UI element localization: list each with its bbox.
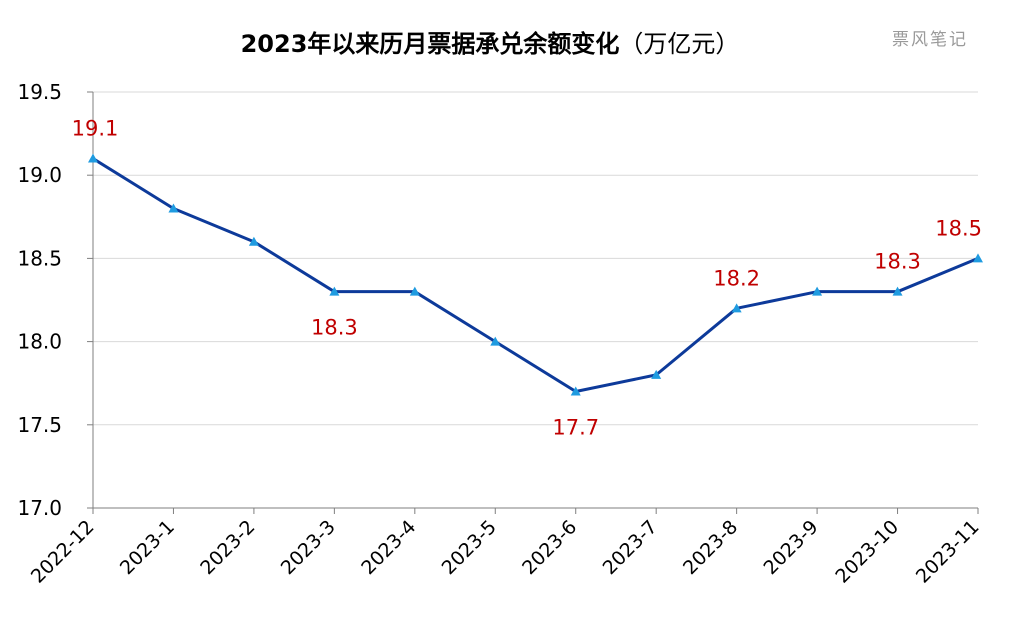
y-tick-label: 19.0 [17, 163, 62, 187]
series-line [92, 157, 979, 394]
chart-title-unit: （万亿元） [619, 30, 739, 58]
data-point [248, 236, 259, 246]
data-labels: 19.1 18.3 17.7 18.2 18.3 18.5 [72, 117, 982, 440]
axes [87, 91, 979, 514]
chart-title: 2023年以来历月票据承兑余额变化（万亿元） [241, 30, 740, 58]
x-tick-label: 2023-10 [831, 516, 903, 588]
data-label: 19.1 [72, 117, 119, 141]
x-tick-label: 2023-8 [679, 516, 742, 579]
data-point [168, 203, 179, 213]
data-point [973, 253, 983, 263]
x-tick-label: 2023-1 [116, 516, 179, 579]
y-tick-label: 19.5 [17, 80, 62, 104]
y-tick-label: 18.0 [17, 330, 62, 354]
data-point [812, 286, 823, 296]
data-point [329, 286, 340, 296]
watermark: 票风笔记 [892, 30, 968, 50]
series-group [88, 153, 983, 396]
data-point [570, 386, 581, 396]
data-point [409, 286, 420, 296]
x-tick-label: 2023-3 [277, 516, 340, 579]
x-axis-ticks: 2022-12 2023-1 2023-2 2023-3 2023-4 2023-5 202… [27, 516, 984, 588]
x-tick-label: 2023-2 [196, 516, 259, 579]
x-tick-label: 2023-5 [438, 516, 501, 579]
data-label: 18.2 [713, 266, 760, 290]
y-tick-label: 18.5 [17, 246, 62, 270]
data-label: 18.3 [874, 250, 921, 274]
x-tick-label: 2023-11 [912, 516, 984, 588]
x-tick-label: 2022-12 [27, 516, 99, 588]
data-label: 17.7 [552, 416, 599, 440]
y-axis-ticks: 17.0 17.5 18.0 18.5 19.0 19.5 [17, 80, 62, 520]
data-point [490, 336, 501, 346]
x-tick-label: 2023-4 [357, 516, 420, 579]
gridlines [93, 91, 978, 426]
data-label: 18.5 [935, 216, 982, 240]
y-tick-label: 17.0 [17, 496, 62, 520]
chart-title-main: 2023年以来历月票据承兑余额变化 [241, 30, 620, 58]
y-tick-label: 17.5 [17, 413, 62, 437]
x-tick-label: 2023-7 [599, 516, 662, 579]
data-point [88, 153, 98, 163]
data-point [651, 369, 662, 379]
x-tick-label: 2023-6 [518, 516, 581, 579]
data-label: 18.3 [311, 316, 358, 340]
data-point [731, 303, 742, 313]
data-point [892, 286, 903, 296]
x-tick-label: 2023-9 [759, 516, 822, 579]
